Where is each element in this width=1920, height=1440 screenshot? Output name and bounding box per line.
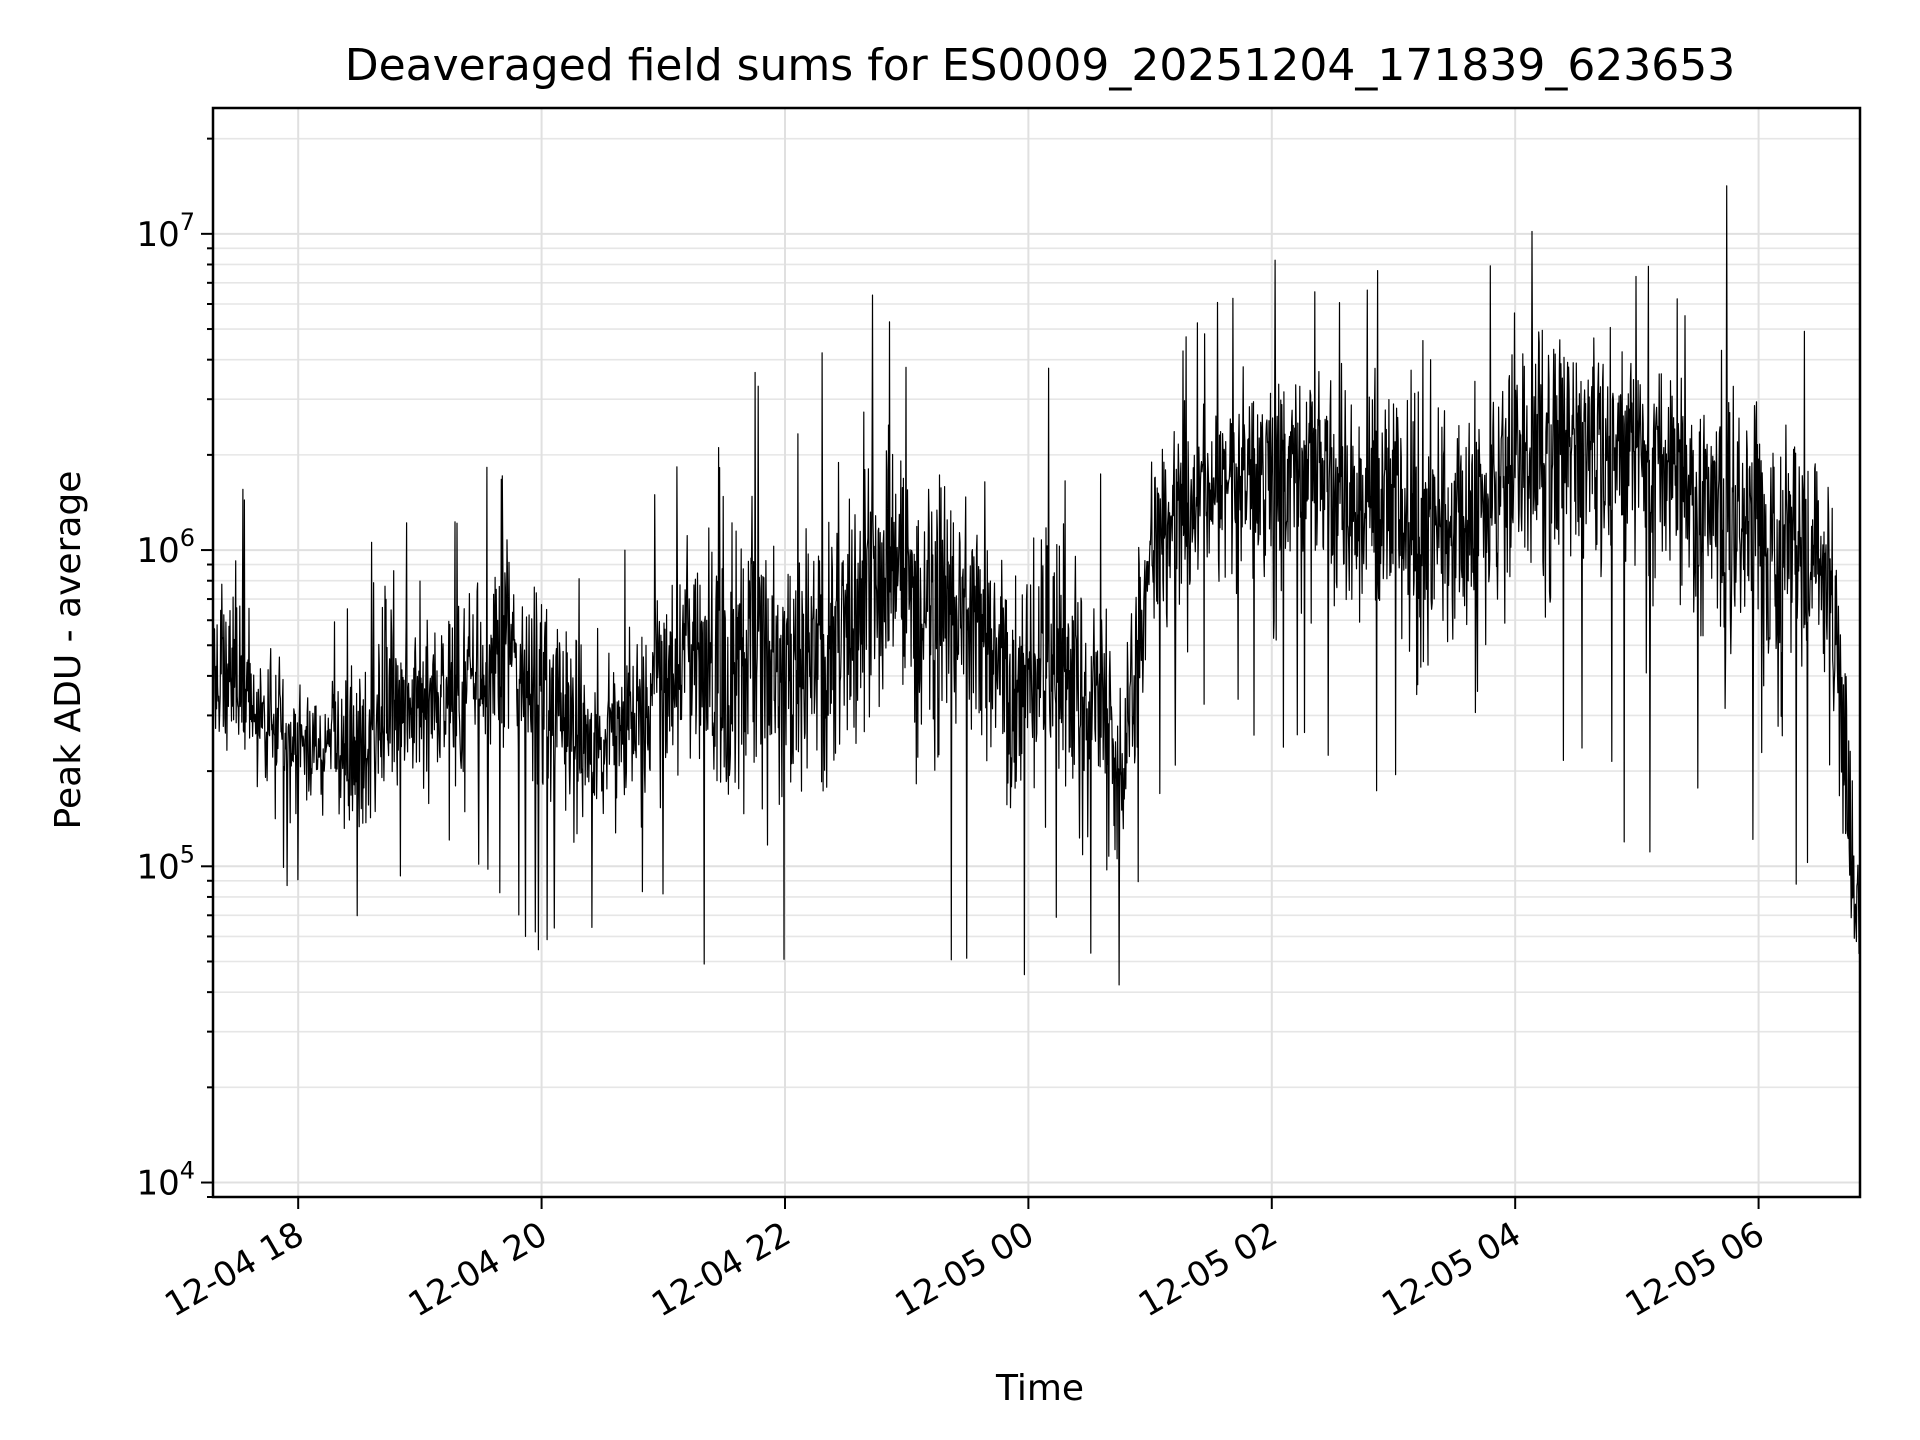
plot-frame [211,106,1862,1199]
grid [213,108,1860,1198]
y-axis-label: Peak ADU - average [48,471,89,830]
x-axis-label: Time [995,1368,1084,1409]
x-tick-label: 12-05 06 [1619,1214,1771,1325]
x-tick-label: 12-05 02 [1132,1214,1284,1325]
x-tick-label: 12-04 20 [402,1214,554,1325]
x-axis: 12-04 18 12-04 20 12-04 22 12-05 00 12-05 02… [158,1197,1771,1325]
y-tick-label: 104 [136,1157,195,1204]
series-line [213,185,1860,993]
y-axis: 104 105 106 107 [136,137,213,1204]
x-tick-label: 12-05 04 [1375,1214,1527,1325]
y-tick-label: 107 [136,208,195,255]
y-tick-label: 106 [136,524,195,571]
x-tick-label: 12-04 22 [645,1214,797,1325]
x-tick-label: 12-05 00 [888,1214,1040,1325]
y-tick-label: 105 [136,840,195,887]
chart-title: Deaveraged field sums for ES0009_2025120… [345,40,1736,91]
x-tick-label: 12-04 18 [158,1214,310,1325]
plot-area [213,185,1860,993]
